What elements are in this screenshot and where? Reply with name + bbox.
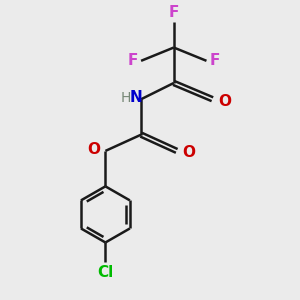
Text: Cl: Cl (97, 265, 113, 280)
Text: N: N (129, 90, 142, 105)
Text: O: O (182, 146, 195, 160)
Text: F: F (169, 5, 179, 20)
Text: F: F (210, 53, 220, 68)
Text: O: O (218, 94, 231, 109)
Text: O: O (87, 142, 101, 157)
Text: F: F (127, 53, 137, 68)
Text: H: H (120, 91, 131, 105)
